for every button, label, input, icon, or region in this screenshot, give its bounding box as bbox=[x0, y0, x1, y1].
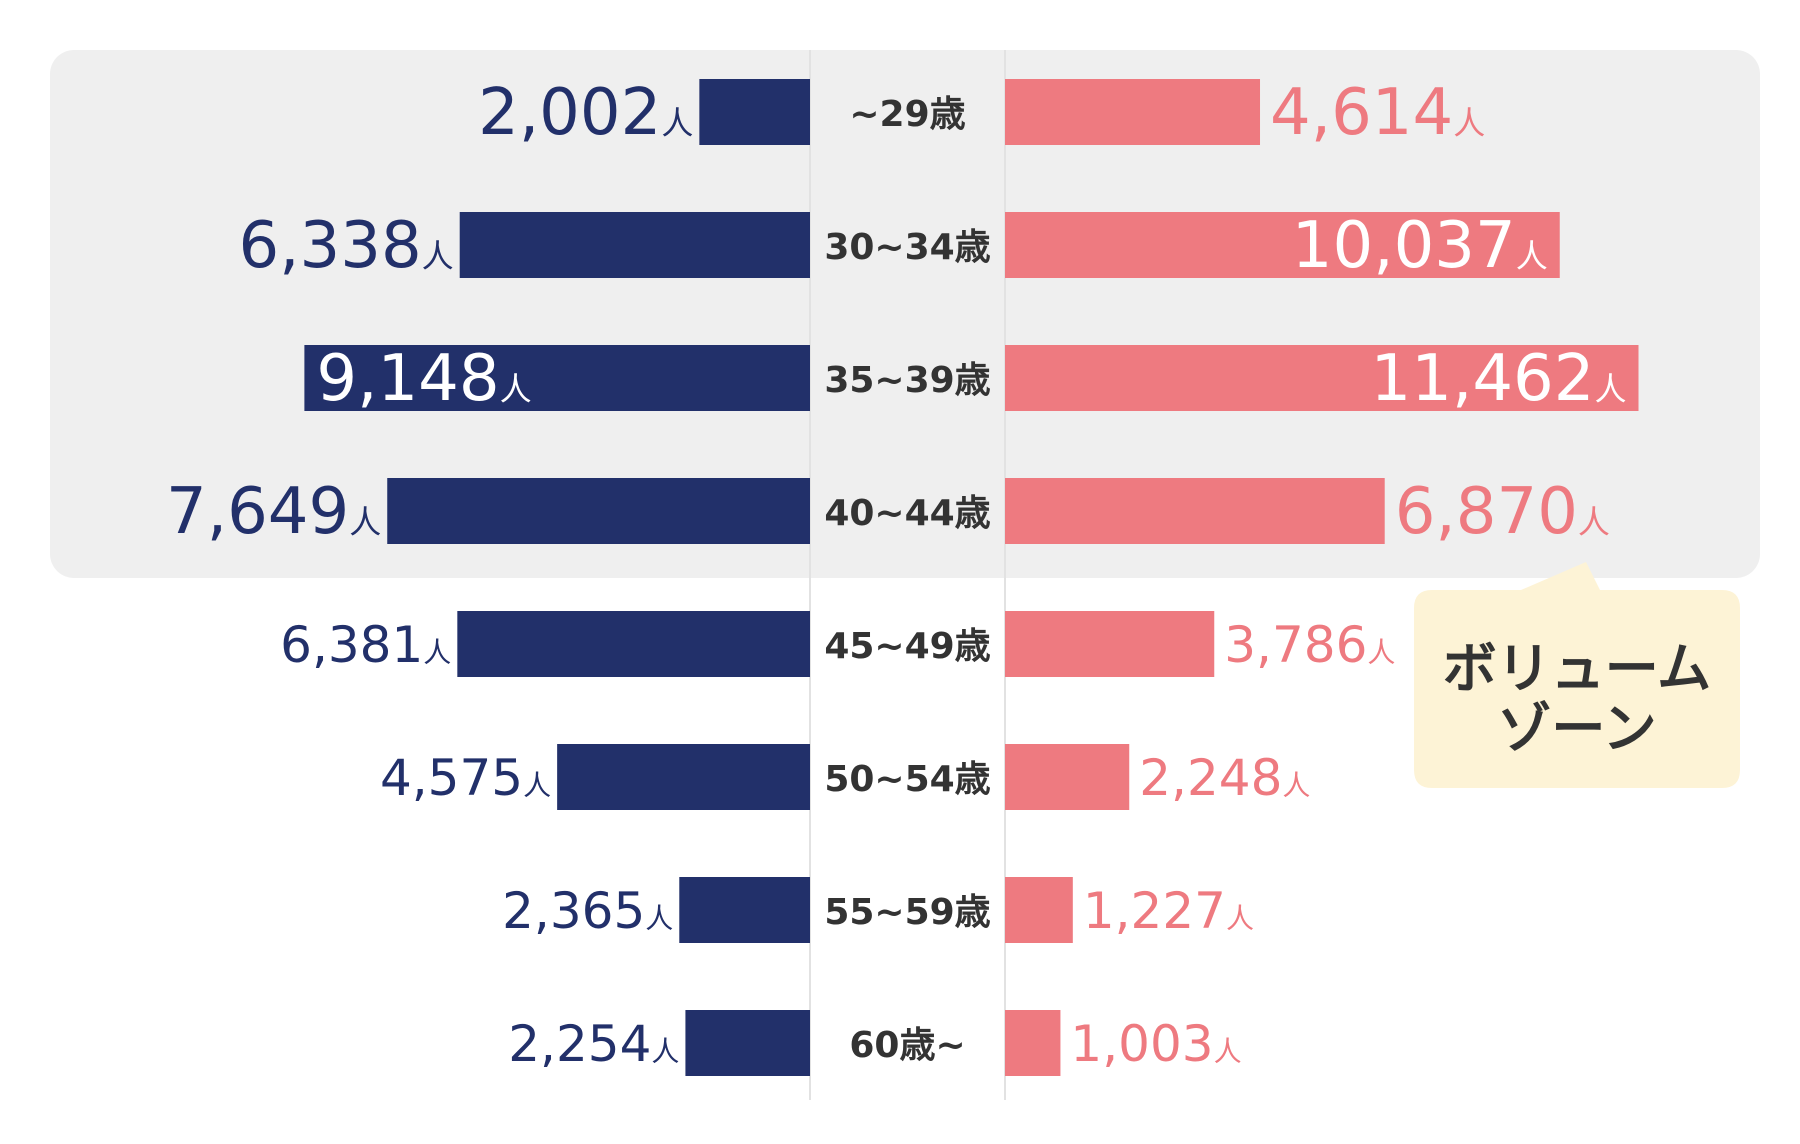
left-bar-0 bbox=[699, 79, 810, 145]
right-value-label-0: 4,614人 bbox=[1270, 76, 1485, 150]
callout-bubble bbox=[1414, 562, 1740, 788]
left-value-label-3: 7,649人 bbox=[166, 475, 381, 549]
right-bar-4 bbox=[1005, 611, 1215, 677]
right-bar-2 bbox=[1005, 345, 1639, 411]
right-value-label-3: 6,870人 bbox=[1395, 475, 1610, 549]
right-value-label-7: 1,003人 bbox=[1070, 1015, 1241, 1073]
right-bar-3 bbox=[1005, 478, 1385, 544]
right-bar-0 bbox=[1005, 79, 1261, 145]
right-value-label-1: 10,037人 bbox=[1292, 209, 1548, 283]
left-value-label-0: 2,002人 bbox=[478, 76, 693, 150]
left-bar-4 bbox=[457, 611, 810, 677]
right-bar-6 bbox=[1005, 877, 1073, 943]
right-value-label-5: 2,248人 bbox=[1139, 749, 1310, 807]
age-label-4: 45~49歳 bbox=[824, 626, 990, 667]
left-value-label-5: 4,575人 bbox=[380, 749, 551, 807]
left-bar-7 bbox=[685, 1010, 810, 1076]
left-value-label-4: 6,381人 bbox=[280, 616, 451, 674]
left-value-label-7: 2,254人 bbox=[508, 1015, 679, 1073]
right-value-label-4: 3,786人 bbox=[1224, 616, 1395, 674]
right-bar-7 bbox=[1005, 1010, 1061, 1076]
age-label-5: 50~54歳 bbox=[824, 759, 990, 800]
callout-label-line-1: ボリューム bbox=[1443, 637, 1711, 700]
age-label-0: ~29歳 bbox=[849, 94, 965, 135]
age-label-7: 60歳~ bbox=[849, 1025, 965, 1066]
age-label-3: 40~44歳 bbox=[824, 493, 990, 534]
left-bar-1 bbox=[459, 212, 810, 278]
age-label-1: 30~34歳 bbox=[824, 227, 990, 268]
left-value-label-1: 6,338人 bbox=[238, 209, 453, 283]
left-bar-2 bbox=[304, 345, 810, 411]
left-bar-3 bbox=[387, 478, 810, 544]
bars-layer: 2,002人 4,614人 ~29歳 6,338人 10,037人 30~34歳 9,148… bbox=[166, 76, 1639, 1076]
volume-zone-callout: ボリューム ゾーン bbox=[1414, 562, 1740, 788]
highlight-zone-background bbox=[50, 50, 1760, 578]
right-bar-1 bbox=[1005, 212, 1560, 278]
callout-label-line-2: ゾーン bbox=[1497, 697, 1656, 760]
left-bar-5 bbox=[557, 744, 810, 810]
age-label-2: 35~39歳 bbox=[824, 360, 990, 401]
age-label-6: 55~59歳 bbox=[824, 892, 990, 933]
left-value-label-2: 9,148人 bbox=[316, 342, 531, 416]
right-bar-5 bbox=[1005, 744, 1130, 810]
left-value-label-6: 2,365人 bbox=[502, 882, 673, 940]
right-value-label-6: 1,227人 bbox=[1083, 882, 1254, 940]
left-bar-6 bbox=[679, 877, 810, 943]
right-value-label-2: 11,462人 bbox=[1371, 342, 1627, 416]
